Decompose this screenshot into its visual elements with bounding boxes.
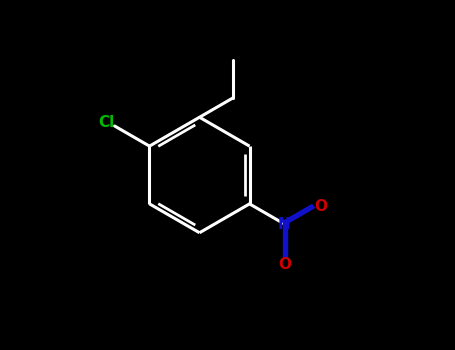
Text: O: O	[278, 258, 291, 272]
Text: Cl: Cl	[98, 115, 114, 130]
Text: N: N	[278, 217, 291, 231]
Text: O: O	[314, 199, 327, 214]
